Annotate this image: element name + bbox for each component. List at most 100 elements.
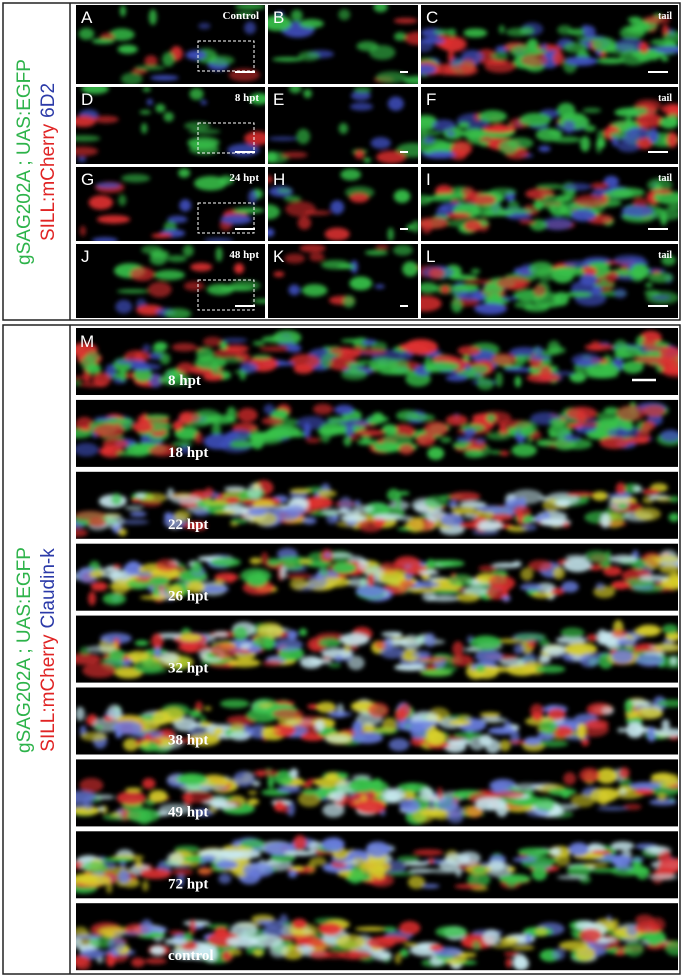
signal: [576, 723, 587, 740]
panel-letter: D: [81, 90, 93, 109]
signal: [125, 787, 143, 793]
signal: [665, 940, 678, 956]
signal: [435, 925, 468, 938]
signal: [611, 649, 634, 664]
signal: [77, 156, 87, 163]
micrograph-blur: [76, 696, 678, 754]
signal: [272, 723, 296, 738]
signal: [301, 788, 320, 796]
signal: [548, 130, 563, 136]
signal: [611, 629, 628, 639]
panel-caption: 72 hpt: [168, 876, 208, 892]
signal: [297, 791, 322, 807]
signal: [534, 796, 555, 813]
micrograph: [76, 619, 678, 680]
signal: [194, 355, 227, 370]
signal: [648, 48, 660, 62]
signal: [123, 562, 144, 576]
signal: [141, 492, 168, 503]
signal: [517, 847, 552, 857]
signal: [633, 485, 643, 493]
signal: [456, 291, 488, 301]
signal: [474, 437, 486, 444]
signal: [177, 872, 185, 888]
signal: [198, 22, 211, 30]
signal: [144, 55, 158, 67]
signal: [495, 371, 503, 388]
signal: [420, 809, 449, 817]
signal: [603, 407, 620, 414]
signal: [297, 216, 312, 230]
signal: [535, 514, 543, 522]
signal: [382, 926, 397, 932]
signal: [139, 595, 170, 600]
signal: [76, 790, 97, 802]
signal: [475, 649, 504, 664]
signal: [394, 32, 407, 41]
signal: [159, 652, 179, 665]
signal: [141, 880, 149, 892]
signal: [199, 785, 228, 791]
signal: [443, 740, 467, 753]
signal: [140, 122, 148, 134]
signal: [657, 699, 678, 708]
signal: [582, 107, 602, 113]
signal: [610, 187, 645, 198]
signal: [120, 72, 143, 84]
signal: [247, 790, 258, 795]
signal: [436, 787, 443, 800]
signal: [372, 778, 383, 795]
signal: [668, 113, 678, 124]
signal: [596, 629, 609, 645]
signal: [512, 953, 527, 968]
signal: [613, 288, 627, 299]
signal: [252, 298, 265, 304]
signal: [93, 794, 115, 800]
signal: [592, 37, 617, 52]
signal: [564, 291, 593, 298]
signal: [182, 244, 194, 257]
signal: [224, 486, 246, 492]
micrograph: [78, 5, 265, 84]
signal: [289, 87, 302, 94]
panel-letter: H: [273, 170, 285, 189]
signal: [76, 146, 99, 156]
signal: [164, 937, 188, 946]
signal: [655, 496, 674, 503]
micrograph: [421, 254, 678, 315]
signal: [338, 122, 349, 134]
signal: [616, 638, 637, 647]
signal: [261, 335, 296, 343]
signal: [399, 342, 422, 351]
signal: [614, 38, 645, 53]
signal: [332, 562, 357, 574]
signal: [230, 921, 258, 938]
signal: [390, 426, 398, 435]
signal: [206, 283, 234, 296]
signal: [228, 658, 261, 668]
signal: [330, 200, 345, 215]
signal: [538, 639, 550, 647]
signal: [93, 115, 119, 124]
signal: [519, 26, 535, 36]
signal: [85, 717, 92, 724]
signal: [512, 560, 522, 567]
signal: [171, 868, 194, 876]
signal: [625, 722, 645, 738]
signal: [247, 507, 268, 517]
signal: [174, 426, 200, 441]
signal: [539, 496, 549, 501]
signal: [517, 509, 524, 525]
signal: [575, 36, 600, 42]
signal: [348, 778, 375, 793]
panel-caption: 38 hpt: [168, 733, 208, 749]
signal: [634, 355, 667, 364]
signal: [635, 914, 655, 926]
signal: [108, 936, 126, 953]
signal: [513, 420, 538, 437]
label-part: Claudin-k: [38, 548, 59, 629]
signal: [296, 128, 311, 145]
signal: [394, 663, 426, 671]
signal: [76, 861, 83, 868]
signal: [451, 654, 474, 667]
